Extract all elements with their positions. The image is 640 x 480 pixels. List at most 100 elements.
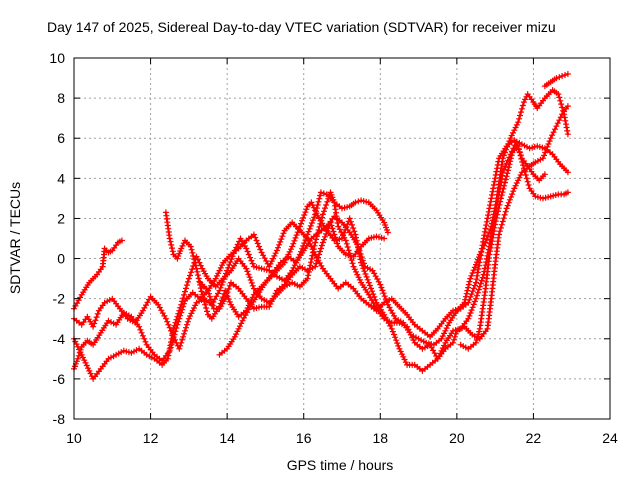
- data-point-marker: [305, 272, 312, 279]
- data-point-marker: [318, 242, 325, 249]
- data-point-marker: [349, 221, 355, 228]
- data-point-marker: [142, 338, 149, 345]
- data-point-marker: [388, 325, 395, 332]
- data-point-marker: [541, 152, 548, 159]
- data-point-marker: [226, 282, 233, 289]
- data-point-marker: [524, 178, 531, 185]
- data-point-marker: [465, 281, 472, 288]
- data-point-marker: [501, 211, 508, 218]
- data-point-marker: [536, 143, 543, 150]
- data-point-marker: [206, 293, 213, 300]
- data-point-marker: [333, 237, 340, 244]
- data-point-marker: [508, 152, 515, 159]
- data-point-marker: [474, 289, 481, 296]
- data-point-marker: [266, 303, 273, 310]
- data-point-marker: [486, 229, 492, 236]
- data-point-marker: [243, 245, 250, 252]
- data-point-marker: [303, 206, 310, 213]
- data-point-marker: [469, 270, 476, 276]
- data-point-marker: [392, 334, 399, 341]
- data-point-marker: [247, 277, 254, 283]
- data-point-marker: [311, 214, 318, 221]
- data-point-marker: [207, 296, 214, 303]
- data-point-marker: [468, 272, 475, 279]
- data-point-marker: [507, 135, 514, 142]
- data-point-marker: [541, 171, 548, 178]
- data-point-marker: [494, 211, 501, 218]
- data-point-marker: [499, 155, 506, 162]
- data-point-marker: [354, 271, 361, 278]
- data-point-marker: [325, 195, 332, 202]
- data-point-marker: [185, 275, 192, 282]
- data-point-marker: [461, 299, 468, 306]
- data-point-marker: [174, 321, 181, 328]
- data-point-marker: [351, 228, 358, 235]
- data-point-marker: [252, 234, 259, 241]
- data-point-marker: [208, 299, 215, 306]
- data-point-marker: [396, 345, 403, 352]
- data-point-marker: [532, 159, 539, 166]
- data-point-marker: [308, 220, 315, 226]
- data-point-marker: [183, 285, 189, 292]
- data-point-marker: [513, 138, 520, 145]
- y-tick-label: -6: [53, 371, 66, 387]
- data-point-marker: [189, 249, 196, 256]
- data-point-marker: [487, 226, 494, 233]
- data-point-marker: [492, 218, 499, 225]
- data-point-marker: [517, 152, 524, 159]
- data-point-marker: [564, 127, 571, 134]
- data-point-marker: [196, 278, 203, 285]
- data-point-marker: [194, 272, 201, 279]
- data-point-marker: [194, 268, 201, 275]
- data-point-marker: [257, 246, 264, 253]
- data-point-marker: [520, 162, 526, 169]
- data-point-marker: [347, 218, 354, 225]
- data-point-marker: [175, 318, 182, 325]
- data-point-marker: [512, 182, 519, 189]
- data-point-marker: [271, 252, 278, 259]
- data-point-marker: [106, 297, 113, 303]
- data-point-marker: [198, 288, 205, 295]
- data-point-marker: [171, 331, 178, 338]
- data-point-marker: [553, 123, 560, 130]
- data-point-marker: [545, 141, 552, 147]
- data-point-marker: [331, 231, 338, 238]
- data-point-marker: [316, 223, 323, 230]
- data-point-marker: [363, 273, 370, 280]
- data-point-marker: [522, 172, 529, 178]
- data-point-marker: [92, 317, 99, 324]
- data-point-marker: [295, 226, 302, 233]
- data-point-marker: [181, 291, 188, 298]
- data-point-marker: [497, 195, 504, 202]
- data-point-marker: [520, 99, 527, 106]
- data-point-marker: [179, 242, 186, 249]
- data-point-marker: [343, 240, 350, 247]
- data-point-marker: [556, 74, 563, 81]
- data-point-marker: [467, 275, 474, 282]
- data-point-marker: [359, 257, 366, 264]
- data-point-marker: [470, 301, 477, 308]
- data-point-marker: [484, 233, 491, 240]
- x-tick-label: 12: [143, 430, 159, 446]
- data-point-marker: [462, 293, 469, 300]
- y-tick-label: 4: [57, 170, 65, 186]
- data-point-marker: [180, 333, 187, 340]
- data-point-marker: [166, 324, 173, 331]
- data-point-marker: [167, 238, 174, 245]
- data-point-marker: [400, 353, 407, 360]
- data-point-marker: [382, 296, 389, 302]
- data-point-marker: [368, 285, 374, 292]
- data-point-marker: [216, 267, 223, 274]
- y-tick-label: 8: [57, 90, 65, 106]
- data-point-marker: [245, 251, 252, 258]
- data-point-marker: [277, 238, 284, 245]
- data-point-marker: [507, 158, 514, 165]
- data-point-marker: [323, 230, 330, 237]
- data-point-marker: [75, 352, 82, 359]
- data-point-marker: [250, 231, 257, 238]
- series-track-5: [162, 103, 571, 374]
- data-point-marker: [487, 202, 493, 209]
- data-point-marker: [465, 315, 472, 322]
- data-point-marker: [270, 255, 277, 262]
- data-point-marker: [502, 163, 509, 170]
